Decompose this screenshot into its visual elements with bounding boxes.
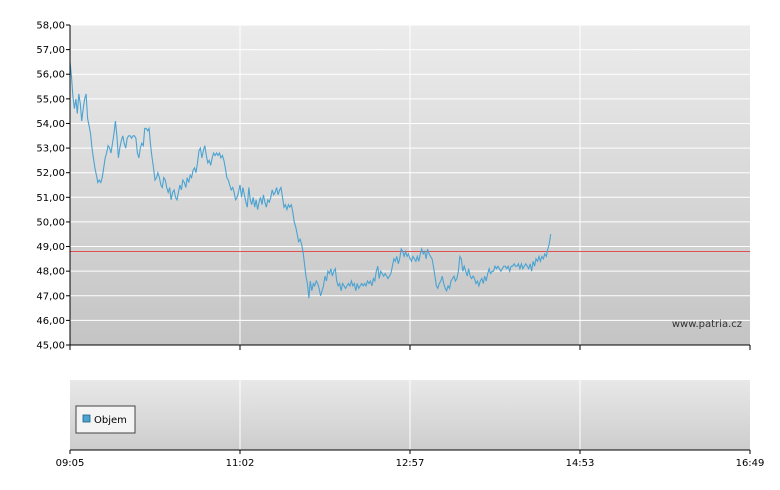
y-tick-label: 45,00 [36, 341, 65, 352]
x-axis-ticks: 09:05 11:02 12:57 14:53 16:49 [56, 345, 765, 469]
x-tick-label: 16:49 [736, 458, 765, 469]
watermark-text: www.patria.cz [672, 319, 742, 330]
y-tick-label: 53,00 [36, 144, 65, 155]
y-tick-label: 58,00 [36, 21, 65, 32]
x-tick-label: 14:53 [566, 458, 595, 469]
series-line [69, 61, 552, 299]
y-tick-label: 54,00 [36, 119, 65, 130]
y-tick-label: 46,00 [36, 316, 65, 327]
x-tick-label: 09:05 [56, 458, 85, 469]
y-tick-label: 51,00 [36, 193, 65, 204]
price-grid [70, 24, 750, 345]
y-tick-label: 55,00 [36, 94, 65, 105]
y-tick-label: 56,00 [36, 70, 65, 81]
y-tick-label: 48,00 [36, 267, 65, 278]
y-tick-label: 50,00 [36, 217, 65, 228]
y-tick-label: 49,00 [36, 242, 65, 253]
volume-grid [239, 380, 581, 450]
legend-swatch [82, 414, 91, 423]
y-tick-label: 57,00 [36, 45, 65, 56]
y-tick-label: 52,00 [36, 168, 65, 179]
volume-legend: Objem [75, 405, 136, 434]
y-tick-label: 47,00 [36, 291, 65, 302]
y-axis-ticks: 45,00 46,00 47,00 48,00 49,00 50,00 51,00 52,00… [36, 21, 70, 352]
x-tick-label: 12:57 [396, 458, 425, 469]
x-tick-label: 11:02 [226, 458, 255, 469]
legend-label: Objem [94, 415, 127, 426]
